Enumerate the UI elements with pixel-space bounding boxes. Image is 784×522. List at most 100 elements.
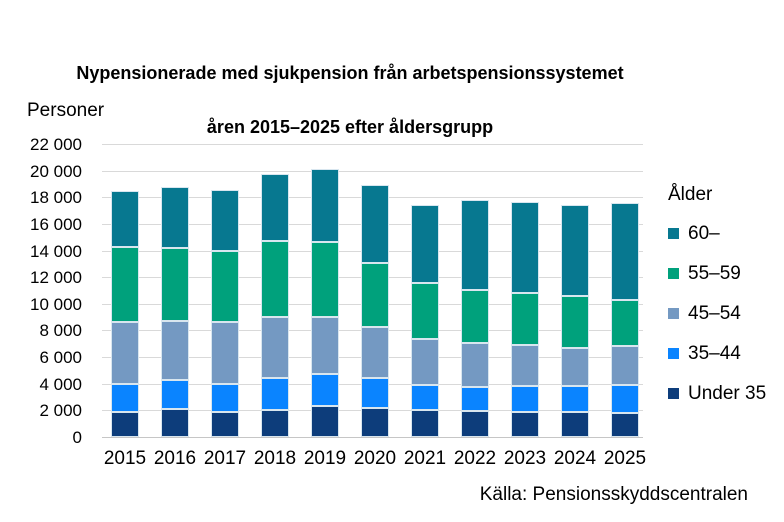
bar-segment xyxy=(311,374,339,407)
bar-segment xyxy=(261,317,289,378)
bar-segment xyxy=(311,168,339,242)
x-axis-label: 2016 xyxy=(153,448,197,469)
y-axis-tick-label: 0 xyxy=(72,428,82,447)
x-axis-label: 2017 xyxy=(203,448,247,469)
legend-item-label: 45–54 xyxy=(688,302,741,324)
bar-segment xyxy=(411,339,439,386)
y-axis-tick-label: 22 000 xyxy=(30,135,82,154)
bar-segment xyxy=(261,173,289,241)
legend-title: Ålder xyxy=(668,184,713,205)
bar-segment xyxy=(361,378,389,408)
legend-item-label: 35–44 xyxy=(688,342,741,364)
bar-segment xyxy=(561,205,589,297)
bar-segment xyxy=(161,409,189,437)
bar-2025 xyxy=(611,203,639,437)
bar-segment xyxy=(211,189,239,251)
x-axis-label: 2018 xyxy=(253,448,297,469)
legend-item: Under 35 xyxy=(668,382,766,405)
bar-segment xyxy=(461,387,489,411)
35–44-swatch-icon xyxy=(668,348,679,359)
y-axis-tick-label: 20 000 xyxy=(30,161,82,181)
gridline xyxy=(102,144,643,145)
legend-item: 45–54 xyxy=(668,302,766,325)
bar-2018 xyxy=(261,173,289,437)
bar-segment xyxy=(161,187,189,248)
bar-segment xyxy=(611,345,639,385)
bar-segment xyxy=(561,411,589,437)
bar-segment xyxy=(611,413,639,437)
bar-segment xyxy=(611,299,639,346)
bar-2016 xyxy=(161,187,189,437)
bar-segment xyxy=(311,406,339,437)
bar-segment xyxy=(461,343,489,387)
chart-title-line1: Nypensionerade med sjukpension från arbe… xyxy=(76,63,624,83)
bar-segment xyxy=(111,321,139,385)
55–59-swatch-icon xyxy=(668,268,679,279)
legend: Ålder 60– 55–59 45–54 35–44 Under 35 xyxy=(668,184,766,422)
y-axis-unit-label: Personer xyxy=(27,100,105,121)
bar-2024 xyxy=(561,205,589,437)
bar-segment xyxy=(111,384,139,412)
x-axis-label: 2019 xyxy=(303,448,347,469)
x-axis-label: 2025 xyxy=(603,448,647,469)
bar-segment xyxy=(511,202,539,294)
legend-item-label: 55–59 xyxy=(688,262,741,284)
bar-segment xyxy=(161,380,189,409)
bar-segment xyxy=(211,411,239,437)
chart-title: Nypensionerade med sjukpension från arbe… xyxy=(0,33,700,141)
bar-segment xyxy=(361,263,389,327)
y-axis-tick-label: 16 000 xyxy=(30,214,82,234)
legend-item: 35–44 xyxy=(668,342,766,365)
45–54-swatch-icon xyxy=(668,308,679,319)
x-axis-label: 2022 xyxy=(453,448,497,469)
gridline xyxy=(102,170,643,172)
bar-segment xyxy=(461,289,489,344)
bar-segment xyxy=(261,377,289,410)
bar-2023 xyxy=(511,202,539,437)
legend-item-label: 60– xyxy=(688,222,720,244)
x-axis-label: 2020 xyxy=(353,448,397,469)
bar-segment xyxy=(511,345,539,386)
bar-segment xyxy=(411,410,439,437)
x-axis-label: 2015 xyxy=(103,448,147,469)
y-axis-tick-label: 18 000 xyxy=(30,188,82,208)
legend-items: 60– 55–59 45–54 35–44 Under 35 xyxy=(668,222,766,405)
bar-2021 xyxy=(411,205,439,437)
x-axis-label: 2024 xyxy=(553,448,597,469)
bar-segment xyxy=(461,411,489,437)
under-35-swatch-icon xyxy=(668,388,679,399)
plot-area xyxy=(102,144,643,438)
bar-segment xyxy=(261,240,289,318)
bar-segment xyxy=(311,241,339,317)
y-axis-tick-label: 12 000 xyxy=(30,268,82,288)
y-axis-tick-label: 6 000 xyxy=(39,348,82,368)
source-note: Källa: Pensionsskyddscentralen xyxy=(479,484,748,505)
legend-item-label: Under 35 xyxy=(688,382,767,404)
chart-title-line2: åren 2015–2025 efter åldersgrupp xyxy=(206,117,494,137)
bar-segment xyxy=(311,316,339,375)
bar-segment xyxy=(161,321,189,381)
bar-2015 xyxy=(111,190,139,437)
bar-segment xyxy=(511,385,539,412)
x-axis-label: 2023 xyxy=(503,448,547,469)
bar-segment xyxy=(361,184,389,264)
bar-segment xyxy=(611,203,639,300)
legend-item: 55–59 xyxy=(668,262,766,285)
gridline xyxy=(102,437,643,438)
bar-segment xyxy=(211,321,239,385)
bar-segment xyxy=(261,409,289,437)
bar-segment xyxy=(561,296,589,348)
bar-segment xyxy=(111,190,139,248)
bar-segment xyxy=(111,411,139,437)
bar-segment xyxy=(561,347,589,386)
legend-item: 60– xyxy=(668,222,766,245)
bar-segment xyxy=(411,283,439,340)
x-axis-label: 2021 xyxy=(403,448,447,469)
y-axis-tick-label: 10 000 xyxy=(30,294,82,314)
bar-segment xyxy=(161,247,189,322)
bar-2019 xyxy=(311,168,339,437)
bar-segment xyxy=(511,293,539,346)
y-axis-tick-label: 2 000 xyxy=(39,401,82,421)
bar-2017 xyxy=(211,189,239,437)
y-axis-tick-label: 14 000 xyxy=(30,241,82,261)
